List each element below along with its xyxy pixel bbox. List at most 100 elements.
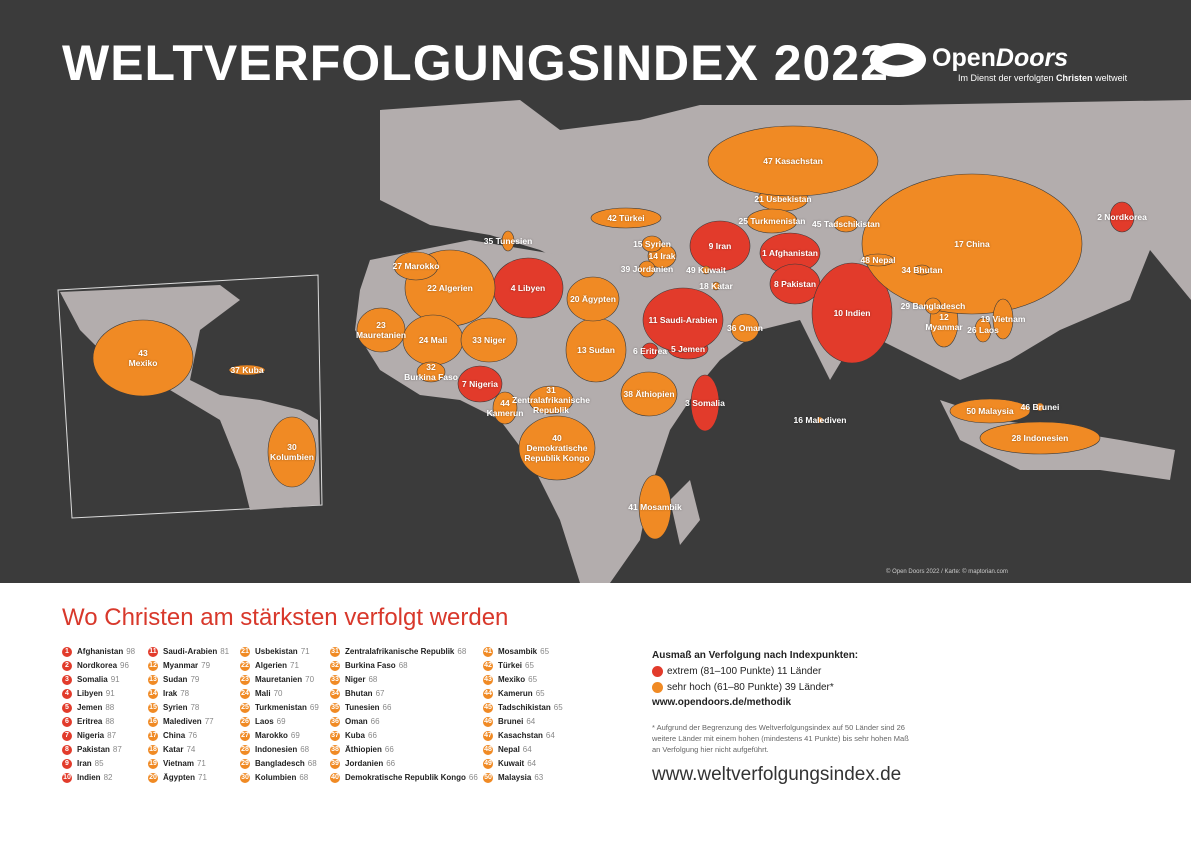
rank-badge: 27 (240, 731, 250, 741)
country-name: Ägypten (163, 773, 195, 783)
label-rank: 9 (708, 241, 714, 251)
label-name: Marokko (404, 261, 440, 271)
rank-badge: 41 (483, 647, 493, 657)
country (638, 474, 672, 540)
rank-badge: 34 (330, 689, 340, 699)
label-rank: 5 (670, 344, 676, 354)
copyright: © Open Doors 2022 / Karte: © maptorian.c… (886, 569, 1008, 575)
map-label: 49 Kuwait (686, 265, 726, 275)
rank-badge: 46 (483, 717, 493, 727)
label-name: Mosambik (640, 502, 682, 512)
map-label: 38 Äthiopien (623, 389, 674, 399)
label-rank: 40 (552, 433, 562, 443)
ranking-entry: 35 Tunesien 66 (330, 703, 391, 713)
score: 68 (307, 759, 317, 769)
ranking-entry: 21 Usbekistan 71 (240, 647, 310, 657)
rank-badge: 9 (62, 759, 72, 769)
rank-badge: 21 (240, 647, 250, 657)
map-label: 2 Nordkorea (1097, 212, 1147, 222)
label-rank: 48 (860, 255, 870, 265)
label-rank: 4 (510, 283, 516, 293)
label-rank: 32 (426, 362, 436, 372)
country-name: Algerien (255, 661, 288, 671)
country-name: Irak (163, 689, 178, 699)
country (1035, 402, 1045, 412)
ranking-entry: 8 Pakistan 87 (62, 745, 122, 755)
rank-badge: 6 (62, 717, 72, 727)
country-name: Kuwait (498, 759, 525, 769)
score: 68 (457, 647, 467, 657)
ranking-entry: 28 Indonesien 68 (240, 745, 309, 755)
country (641, 235, 663, 253)
label-name: Mauretanien (355, 330, 407, 340)
country (457, 365, 503, 403)
link[interactable]: www.opendoors.de/methodik (652, 697, 792, 708)
rank-badge: 14 (148, 689, 158, 699)
country (816, 416, 824, 424)
country-name: Kolumbien (255, 773, 297, 783)
score: 63 (534, 773, 544, 783)
ranking-entry: 6 Eritrea 88 (62, 717, 114, 727)
website[interactable]: www.weltverfolgungsindex.de (652, 764, 902, 785)
ranking-entry: 23 Mauretanien 70 (240, 675, 314, 685)
country (267, 416, 317, 488)
country-name: Saudi-Arabien (163, 647, 218, 657)
label-rank: 7 (462, 379, 467, 389)
map-label: 7 Nigeria (462, 379, 498, 389)
country-name: Pakistan (77, 745, 110, 755)
map-label: 21 Usbekistan (754, 194, 811, 204)
ranking-entry: 9 Iran 85 (62, 759, 104, 769)
ranking-entry: 18 Katar 74 (148, 745, 195, 755)
country (620, 371, 678, 417)
country (528, 385, 574, 415)
score: 64 (522, 745, 532, 755)
country (460, 317, 518, 363)
country-name: Turkmenistan (255, 703, 307, 713)
country-name: Myanmar (163, 661, 199, 671)
map-label: 46 Brunei (1021, 402, 1060, 412)
country (1109, 201, 1135, 233)
country-name: Tunesien (345, 703, 380, 713)
country-name: Kuba (345, 731, 365, 741)
country-name: Brunei (498, 717, 524, 727)
map-label: 34 Bhutan (901, 265, 942, 275)
ranking-entry: 32 Burkina Faso 68 (330, 661, 408, 671)
country-name: Malediven (163, 717, 202, 727)
label-rank: 17 (954, 239, 964, 249)
country-name: Tadschikistan (498, 703, 551, 713)
map-label: 4 Libyen (511, 283, 546, 293)
rank-badge: 42 (483, 661, 493, 671)
ranking-entry: 30 Kolumbien 68 (240, 773, 308, 783)
label-name: Äthiopien (635, 389, 675, 399)
legend-swatch (652, 666, 663, 677)
score: 77 (204, 717, 214, 727)
ranking-entry: 13 Sudan 79 (148, 675, 199, 685)
label-rank: 50 (966, 406, 976, 416)
ranking-entry: 7 Nigeria 87 (62, 731, 116, 741)
ranking-entry: 22 Algerien 71 (240, 661, 299, 671)
map-label: 3 Somalia (685, 398, 725, 408)
map-label: 31 Zentralafrikanische Republik (506, 385, 596, 415)
map-label: 43 Mexiko (98, 348, 188, 368)
ranking-entry: 20 Ägypten 71 (148, 773, 207, 783)
label-name: Irak (660, 251, 676, 261)
ranking-entry: 49 Kuwait 64 (483, 759, 536, 769)
score: 67 (375, 689, 385, 699)
map-label: 16 Malediven (794, 415, 847, 425)
label-name: Oman (738, 323, 763, 333)
country (711, 281, 721, 291)
map-label: 15 Syrien (633, 239, 671, 249)
rank-badge: 4 (62, 689, 72, 699)
label-name: Eritrea (640, 346, 668, 356)
label-name: Indien (845, 308, 871, 318)
map-label: 32 Burkina Faso (386, 362, 476, 382)
tagline: weltweit (1092, 73, 1128, 83)
country-name: Mosambik (498, 647, 538, 657)
label-name: Brunei (1032, 402, 1060, 412)
country-name: Demokratische Republik Kongo (345, 773, 466, 783)
rank-badge: 45 (483, 703, 493, 713)
countries (92, 125, 1135, 540)
label-name: Syrien (644, 239, 671, 249)
rank-badge: 36 (330, 717, 340, 727)
map-label: 23 Mauretanien (336, 320, 426, 340)
